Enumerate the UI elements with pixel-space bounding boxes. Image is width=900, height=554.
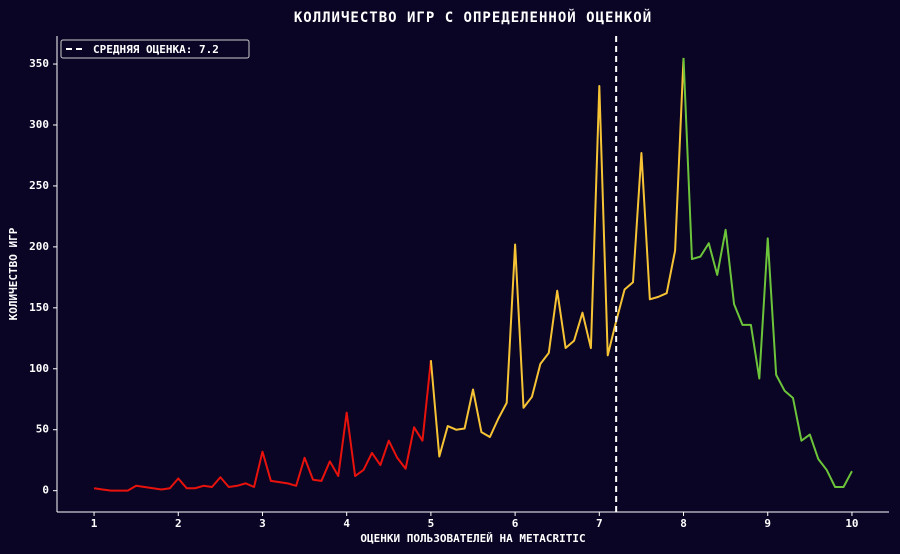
y-tick-label: 0 [42, 484, 49, 497]
x-tick-label: 1 [91, 517, 98, 530]
data-line [429, 57, 685, 458]
x-tick-label: 6 [512, 517, 519, 530]
x-tick-label: 5 [428, 517, 435, 530]
x-tick-label: 2 [175, 517, 182, 530]
legend-box [60, 39, 250, 59]
legend-label: СРЕДНЯЯ ОЦЕНКА: 7.2 [93, 43, 219, 56]
x-tick-label: 8 [680, 517, 687, 530]
x-tick-label: 4 [343, 517, 350, 530]
y-tick-label: 300 [29, 118, 49, 131]
y-tick-label: 200 [29, 240, 49, 253]
x-tick-label: 10 [845, 517, 858, 530]
y-tick-label: 350 [29, 57, 49, 70]
y-tick-label: 250 [29, 179, 49, 192]
y-tick-label: 50 [36, 423, 49, 436]
data-line [93, 360, 432, 492]
y-axis-label: КОЛИЧЕСТВО ИГР [7, 227, 20, 320]
x-tick-label: 7 [596, 517, 603, 530]
x-tick-label: 3 [259, 517, 266, 530]
y-tick-label: 150 [29, 301, 49, 314]
x-axis-label: ОЦЕНКИ ПОЛЬЗОВАТЕЛЕЙ НА METACRITIC [360, 532, 585, 545]
x-tick-label: 9 [764, 517, 771, 530]
data-line [682, 57, 853, 489]
y-tick-label: 100 [29, 362, 49, 375]
chart-title: КОЛЛИЧЕСТВО ИГР С ОПРЕДЕЛЕННОЙ ОЦЕНКОЙ [294, 9, 652, 26]
